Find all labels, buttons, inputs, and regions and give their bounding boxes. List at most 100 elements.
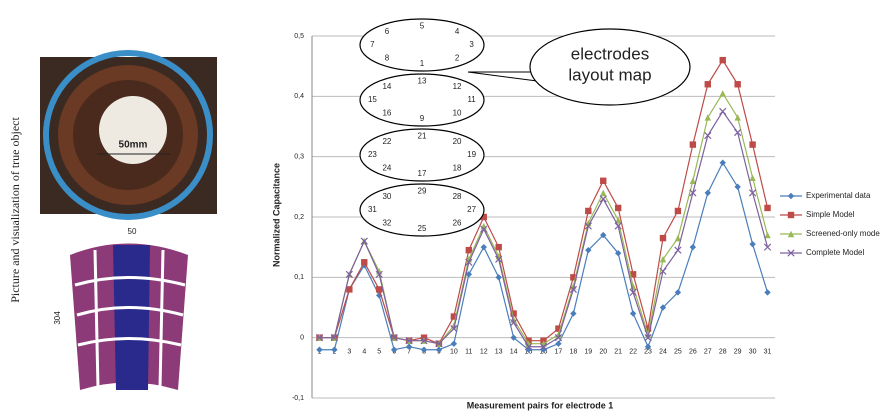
data-point — [719, 159, 726, 166]
electrode-label: 3 — [469, 40, 474, 49]
electrode-label: 17 — [418, 169, 427, 178]
data-point — [719, 90, 726, 97]
electrode-label: 1 — [420, 59, 425, 68]
callout: electrodes layout map — [467, 28, 691, 106]
photo: 50mm — [40, 50, 217, 220]
electrode-label: 15 — [368, 95, 377, 104]
electrode-label: 6 — [385, 27, 390, 36]
electrode-ring — [359, 128, 485, 182]
data-point — [510, 334, 517, 341]
data-point — [749, 240, 756, 248]
data-point — [734, 114, 741, 121]
data-point — [555, 325, 562, 332]
x-tick-label: 12 — [480, 349, 488, 356]
data-point — [465, 271, 473, 278]
data-point — [510, 310, 517, 317]
legend-label: Experimental data — [806, 191, 871, 200]
data-point — [704, 189, 711, 197]
data-point — [420, 337, 428, 345]
data-point — [659, 256, 667, 263]
electrode-label: 28 — [453, 192, 462, 201]
y-tick-label: 0,1 — [294, 274, 304, 281]
x-tick-label: 27 — [704, 349, 712, 356]
data-point — [629, 310, 637, 317]
data-point — [331, 346, 338, 353]
electrode-label: 14 — [382, 82, 391, 91]
electrode-label: 4 — [455, 27, 460, 36]
data-point — [644, 325, 652, 332]
data-point — [315, 334, 324, 342]
data-point — [689, 141, 697, 148]
data-point — [585, 207, 592, 215]
data-point — [764, 204, 771, 212]
x-axis-title: Measurement pairs for electrode 1 — [467, 400, 614, 410]
model-height-label: 304 — [53, 311, 62, 325]
plot: -0,100,10,20,30,40,512345678910111213141… — [292, 33, 880, 402]
legend-label: Complete Model — [806, 248, 864, 257]
x-tick-label: 20 — [599, 349, 607, 356]
electrode-label: 20 — [453, 137, 462, 146]
electrode-label: 16 — [382, 108, 391, 117]
data-point — [659, 304, 667, 311]
data-point — [435, 346, 443, 353]
x-tick-label: 23 — [644, 349, 652, 356]
data-point — [719, 107, 727, 116]
electrode-label: 30 — [382, 192, 391, 201]
data-point — [614, 204, 622, 212]
data-point — [689, 177, 697, 184]
data-point — [599, 195, 607, 203]
data-point — [644, 334, 652, 342]
data-point — [539, 343, 548, 351]
data-point — [689, 189, 697, 197]
data-point — [674, 289, 682, 296]
data-point — [510, 318, 518, 327]
data-point — [316, 346, 323, 353]
model-visualization: 50 304 — [53, 227, 188, 390]
data-point — [435, 340, 443, 348]
data-point — [734, 128, 742, 137]
data-point — [554, 334, 563, 342]
electrode-label: 32 — [382, 218, 391, 227]
data-point — [659, 234, 667, 242]
data-point — [346, 286, 353, 293]
x-tick-label: 28 — [719, 349, 727, 356]
data-point — [764, 231, 771, 239]
data-point — [787, 249, 795, 257]
data-point — [749, 141, 756, 148]
legend-label: Screened-only mode — [806, 229, 880, 238]
electrode-label: 10 — [453, 108, 462, 117]
data-point — [480, 243, 487, 251]
data-point — [360, 237, 368, 245]
data-point — [375, 270, 383, 278]
electrode-label: 8 — [385, 53, 390, 62]
x-tick-label: 7 — [407, 349, 411, 356]
y-tick-label: 0 — [300, 335, 304, 342]
electrode-map: 5432187613121110916151421201918172423222… — [359, 18, 485, 237]
data-point — [465, 246, 473, 254]
y-tick-label: 0,2 — [294, 214, 304, 221]
data-point — [570, 310, 577, 317]
data-point — [525, 346, 532, 353]
x-tick-label: 18 — [569, 349, 577, 356]
data-point — [420, 346, 428, 353]
data-point — [787, 211, 795, 219]
callout-text: layout map — [568, 65, 651, 84]
data-point — [674, 234, 682, 242]
x-tick-label: 21 — [614, 349, 622, 356]
x-tick-label: 4 — [362, 349, 366, 356]
data-point — [524, 343, 533, 351]
data-point — [787, 192, 795, 200]
data-point — [585, 246, 592, 254]
electrode-label: 22 — [382, 137, 391, 146]
data-point — [600, 177, 607, 184]
data-point — [748, 189, 757, 197]
data-point — [704, 131, 712, 140]
data-point — [674, 207, 682, 215]
x-tick-label: 25 — [674, 349, 682, 356]
x-tick-label: 14 — [510, 349, 518, 356]
x-tick-label: 19 — [584, 349, 592, 356]
y-axis-title: Normalized Capacitance — [271, 163, 281, 267]
data-point — [495, 243, 502, 251]
x-tick-label: 3 — [347, 349, 351, 356]
data-point — [495, 255, 503, 263]
